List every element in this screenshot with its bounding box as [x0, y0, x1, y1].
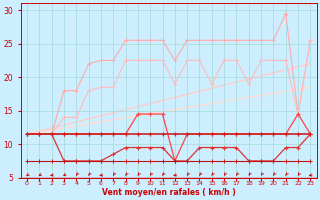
X-axis label: Vent moyen/en rafales ( km/h ): Vent moyen/en rafales ( km/h ): [102, 188, 236, 197]
